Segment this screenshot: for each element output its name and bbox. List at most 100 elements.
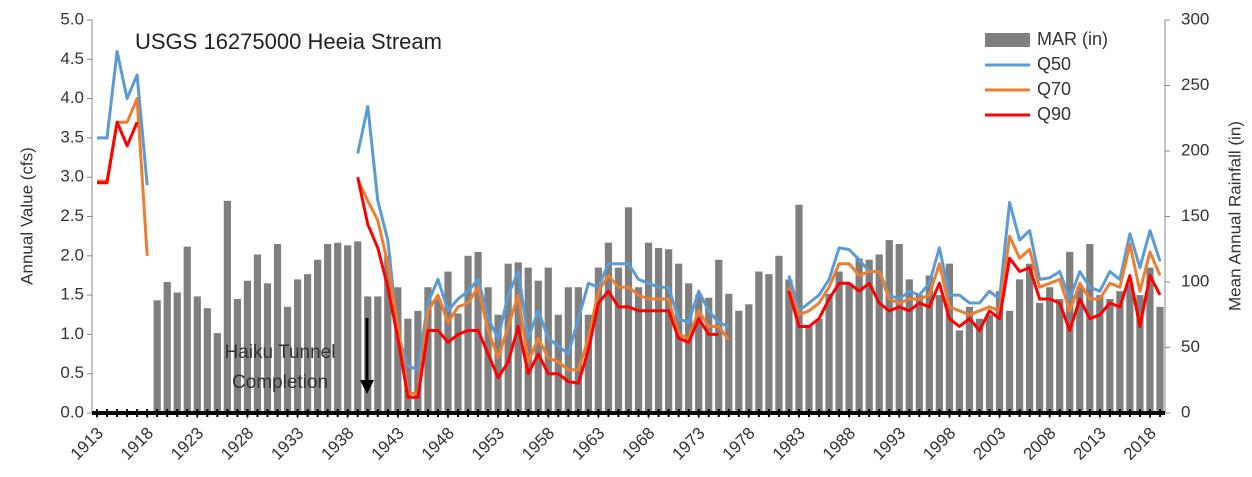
bar (213, 333, 221, 413)
bar (875, 254, 883, 413)
bar (273, 244, 282, 413)
bar (895, 244, 903, 413)
bar (745, 304, 753, 413)
x-tick-label: 1998 (919, 424, 959, 464)
legend-item: Q70 (985, 79, 1071, 99)
bar (665, 249, 673, 413)
bar (945, 263, 954, 413)
bar (1005, 310, 1014, 413)
y-tick-label: 2.0 (60, 245, 84, 264)
x-tick-label: 1978 (719, 424, 759, 464)
bar (765, 274, 773, 413)
y-tick-label: 4.0 (60, 88, 84, 107)
bar (985, 314, 994, 413)
bar (594, 267, 603, 413)
annotation-line: Haiku Tunnel (225, 342, 336, 363)
bar (835, 271, 843, 413)
x-tick-label: 1948 (418, 424, 458, 464)
y2-tick-label: 250 (1181, 75, 1209, 94)
legend-label: MAR (in) (1037, 29, 1108, 49)
bar (1136, 295, 1144, 413)
bar (1026, 263, 1034, 413)
bar (1056, 299, 1064, 413)
bar (965, 306, 974, 413)
x-tick-label: 1913 (67, 424, 107, 464)
x-tick-label: 1943 (368, 424, 408, 464)
bar (173, 292, 181, 413)
bar (584, 314, 592, 413)
bar (334, 242, 342, 413)
x-tick-label: 1958 (518, 424, 558, 464)
bar (1156, 306, 1164, 413)
bar (885, 240, 893, 413)
bar (283, 306, 292, 413)
bar (223, 200, 231, 413)
y-tick-label: 4.5 (60, 49, 84, 68)
bar (324, 244, 332, 413)
bar (775, 255, 783, 413)
bar (935, 295, 943, 413)
y-tick-label: 5.0 (60, 9, 84, 28)
annotation-line: Completion (232, 372, 328, 393)
bar (995, 291, 1004, 413)
annotation-arrowhead (360, 380, 374, 394)
bar (1086, 244, 1094, 413)
bar (1116, 291, 1124, 413)
bar (314, 259, 322, 413)
bar (384, 255, 392, 413)
bar (554, 314, 562, 413)
bar (424, 287, 432, 413)
y-tick-label: 1.0 (60, 324, 84, 343)
bar (725, 293, 733, 413)
y-tick-label: 3.0 (60, 167, 84, 186)
bar (855, 258, 863, 413)
bar (253, 254, 262, 413)
bar (243, 280, 252, 413)
y-tick-label: 0.5 (60, 363, 84, 382)
bar (865, 259, 873, 413)
legend-swatch (985, 33, 1030, 47)
bar (755, 271, 763, 413)
y2-axis-label: Mean Annual Rainfall (in) (1225, 121, 1244, 311)
bar (815, 318, 823, 413)
bar (785, 279, 793, 413)
line-layer (97, 49, 1162, 399)
bar (514, 262, 522, 413)
bar (233, 299, 242, 413)
x-tick-label: 1983 (769, 424, 809, 464)
x-tick-label: 1928 (217, 424, 257, 464)
legend-label: Q90 (1037, 104, 1071, 124)
x-tick-label: 2003 (969, 424, 1009, 464)
bar (544, 267, 552, 413)
bar (1066, 251, 1074, 413)
bar (263, 283, 272, 413)
x-tick-label: 1923 (167, 424, 207, 464)
x-tick-label: 1933 (267, 424, 307, 464)
bar (193, 296, 201, 413)
bar (574, 287, 582, 413)
bar (454, 313, 462, 413)
y2-tick-label: 150 (1181, 206, 1209, 225)
x-tick-label: 1993 (869, 424, 909, 464)
y-tick-label: 0.0 (60, 402, 84, 421)
y-tick-label: 3.5 (60, 127, 84, 146)
bar (825, 293, 833, 413)
bar (153, 300, 161, 413)
x-tick-label: 1938 (318, 424, 358, 464)
bar (715, 259, 723, 413)
bar (604, 242, 613, 413)
line (97, 49, 1162, 372)
line (97, 120, 1162, 399)
bar (654, 247, 663, 413)
bar (915, 295, 923, 413)
x-tick-label: 1973 (669, 424, 709, 464)
bar (644, 242, 653, 413)
bar (1076, 287, 1084, 413)
bar (705, 297, 713, 413)
x-tick-label: 1918 (117, 424, 157, 464)
bar (735, 310, 743, 413)
bar (634, 287, 643, 413)
y2-tick-label: 0 (1181, 402, 1190, 421)
legend-item: Q50 (985, 54, 1071, 74)
